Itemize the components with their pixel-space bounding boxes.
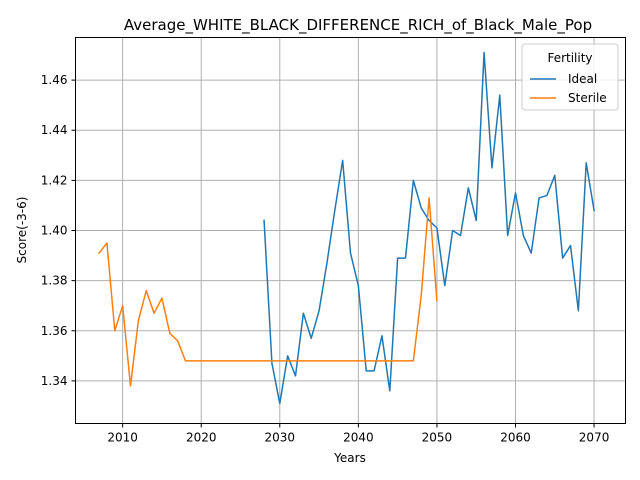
y-tick-label: 1.34 <box>41 374 68 388</box>
y-tick-label: 1.36 <box>41 324 68 338</box>
series-line-ideal <box>263 51 595 405</box>
legend-label-ideal: Ideal <box>568 72 597 86</box>
axis-ticks: 2010 2020 2030 2040 2050 2060 2070 1.34 1.36 1.38… <box>41 73 610 444</box>
legend-title: Fertility <box>547 51 592 65</box>
x-tick-label: 2040 <box>343 431 374 445</box>
chart-title: Average_WHITE_BLACK_DIFFERENCE_RICH_of_B… <box>124 16 592 35</box>
legend-box <box>521 43 619 111</box>
x-tick-label: 2060 <box>500 431 531 445</box>
x-tick-label: 2070 <box>579 431 610 445</box>
y-axis-label: Score(-3-6) <box>15 197 29 264</box>
y-tick-label: 1.46 <box>41 73 68 87</box>
y-tick-label: 1.40 <box>41 224 68 238</box>
y-tick-label: 1.44 <box>41 123 68 137</box>
legend-label-sterile: Sterile <box>568 91 607 105</box>
legend: Fertility Ideal Sterile <box>521 43 619 111</box>
x-axis-label: Years <box>333 451 366 465</box>
series-line-sterile <box>98 197 438 387</box>
y-tick-label: 1.42 <box>41 173 68 187</box>
x-tick-label: 2010 <box>107 431 138 445</box>
x-tick-label: 2020 <box>186 431 217 445</box>
x-tick-label: 2050 <box>422 431 453 445</box>
series-lines <box>98 51 595 405</box>
y-tick-label: 1.38 <box>41 274 68 288</box>
x-tick-label: 2030 <box>265 431 296 445</box>
